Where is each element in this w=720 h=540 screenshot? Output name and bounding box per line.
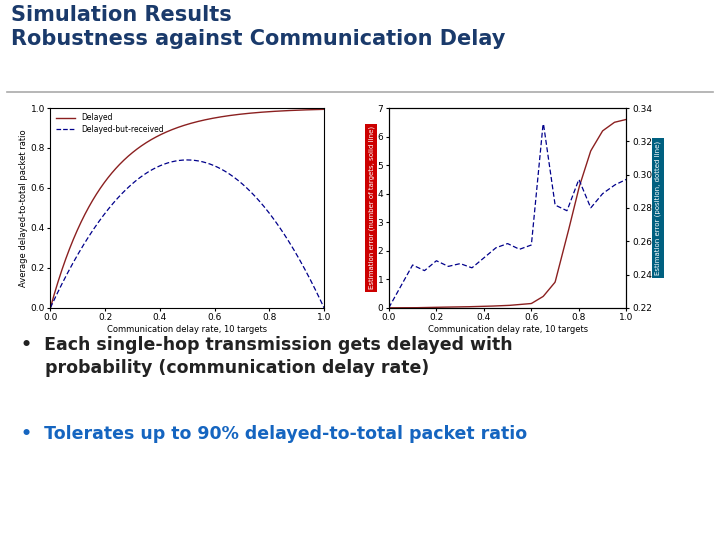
Text: •  Each single-hop transmission gets delayed with
    probability (communication: • Each single-hop transmission gets dela… xyxy=(22,336,513,377)
Y-axis label: Estimation error (position, dotted line): Estimation error (position, dotted line) xyxy=(655,141,662,275)
Y-axis label: Estimation error (number of targets, solid line): Estimation error (number of targets, sol… xyxy=(368,126,374,289)
Legend: Delayed, Delayed-but-received: Delayed, Delayed-but-received xyxy=(54,112,165,135)
X-axis label: Communication delay rate, 10 targets: Communication delay rate, 10 targets xyxy=(428,325,588,334)
Y-axis label: Average delayed-to-total packet ratio: Average delayed-to-total packet ratio xyxy=(19,129,27,287)
Text: Simulation Results
Robustness against Communication Delay: Simulation Results Robustness against Co… xyxy=(11,5,505,49)
Text: •  Tolerates up to 90% delayed-to-total packet ratio: • Tolerates up to 90% delayed-to-total p… xyxy=(22,425,528,443)
X-axis label: Communication delay rate, 10 targets: Communication delay rate, 10 targets xyxy=(107,325,267,334)
